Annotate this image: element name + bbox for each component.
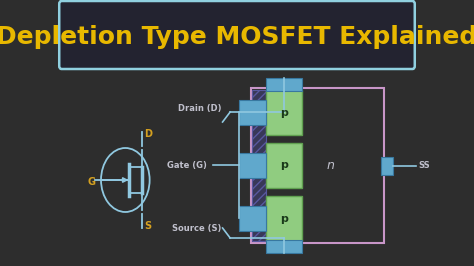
Text: Depletion Type MOSFET Explained: Depletion Type MOSFET Explained xyxy=(0,25,474,49)
Bar xyxy=(266,240,302,253)
Text: Source (S): Source (S) xyxy=(172,223,221,232)
Text: S: S xyxy=(144,221,151,231)
Text: Drain (D): Drain (D) xyxy=(178,103,221,113)
Text: SS: SS xyxy=(419,161,430,170)
Text: p: p xyxy=(280,214,288,223)
Bar xyxy=(382,156,393,174)
Bar xyxy=(238,100,266,125)
Bar xyxy=(266,196,302,241)
Bar xyxy=(238,206,266,231)
Text: p: p xyxy=(280,107,288,118)
Text: n: n xyxy=(327,159,334,172)
Text: Gate (G): Gate (G) xyxy=(167,161,207,170)
Text: p: p xyxy=(280,160,288,171)
Text: D: D xyxy=(144,129,152,139)
Bar xyxy=(266,78,302,91)
Bar xyxy=(266,143,302,188)
Text: G: G xyxy=(87,177,95,187)
FancyBboxPatch shape xyxy=(59,1,415,69)
Bar xyxy=(252,90,266,241)
Bar xyxy=(251,88,383,243)
Bar xyxy=(238,153,266,178)
Bar xyxy=(266,90,302,135)
